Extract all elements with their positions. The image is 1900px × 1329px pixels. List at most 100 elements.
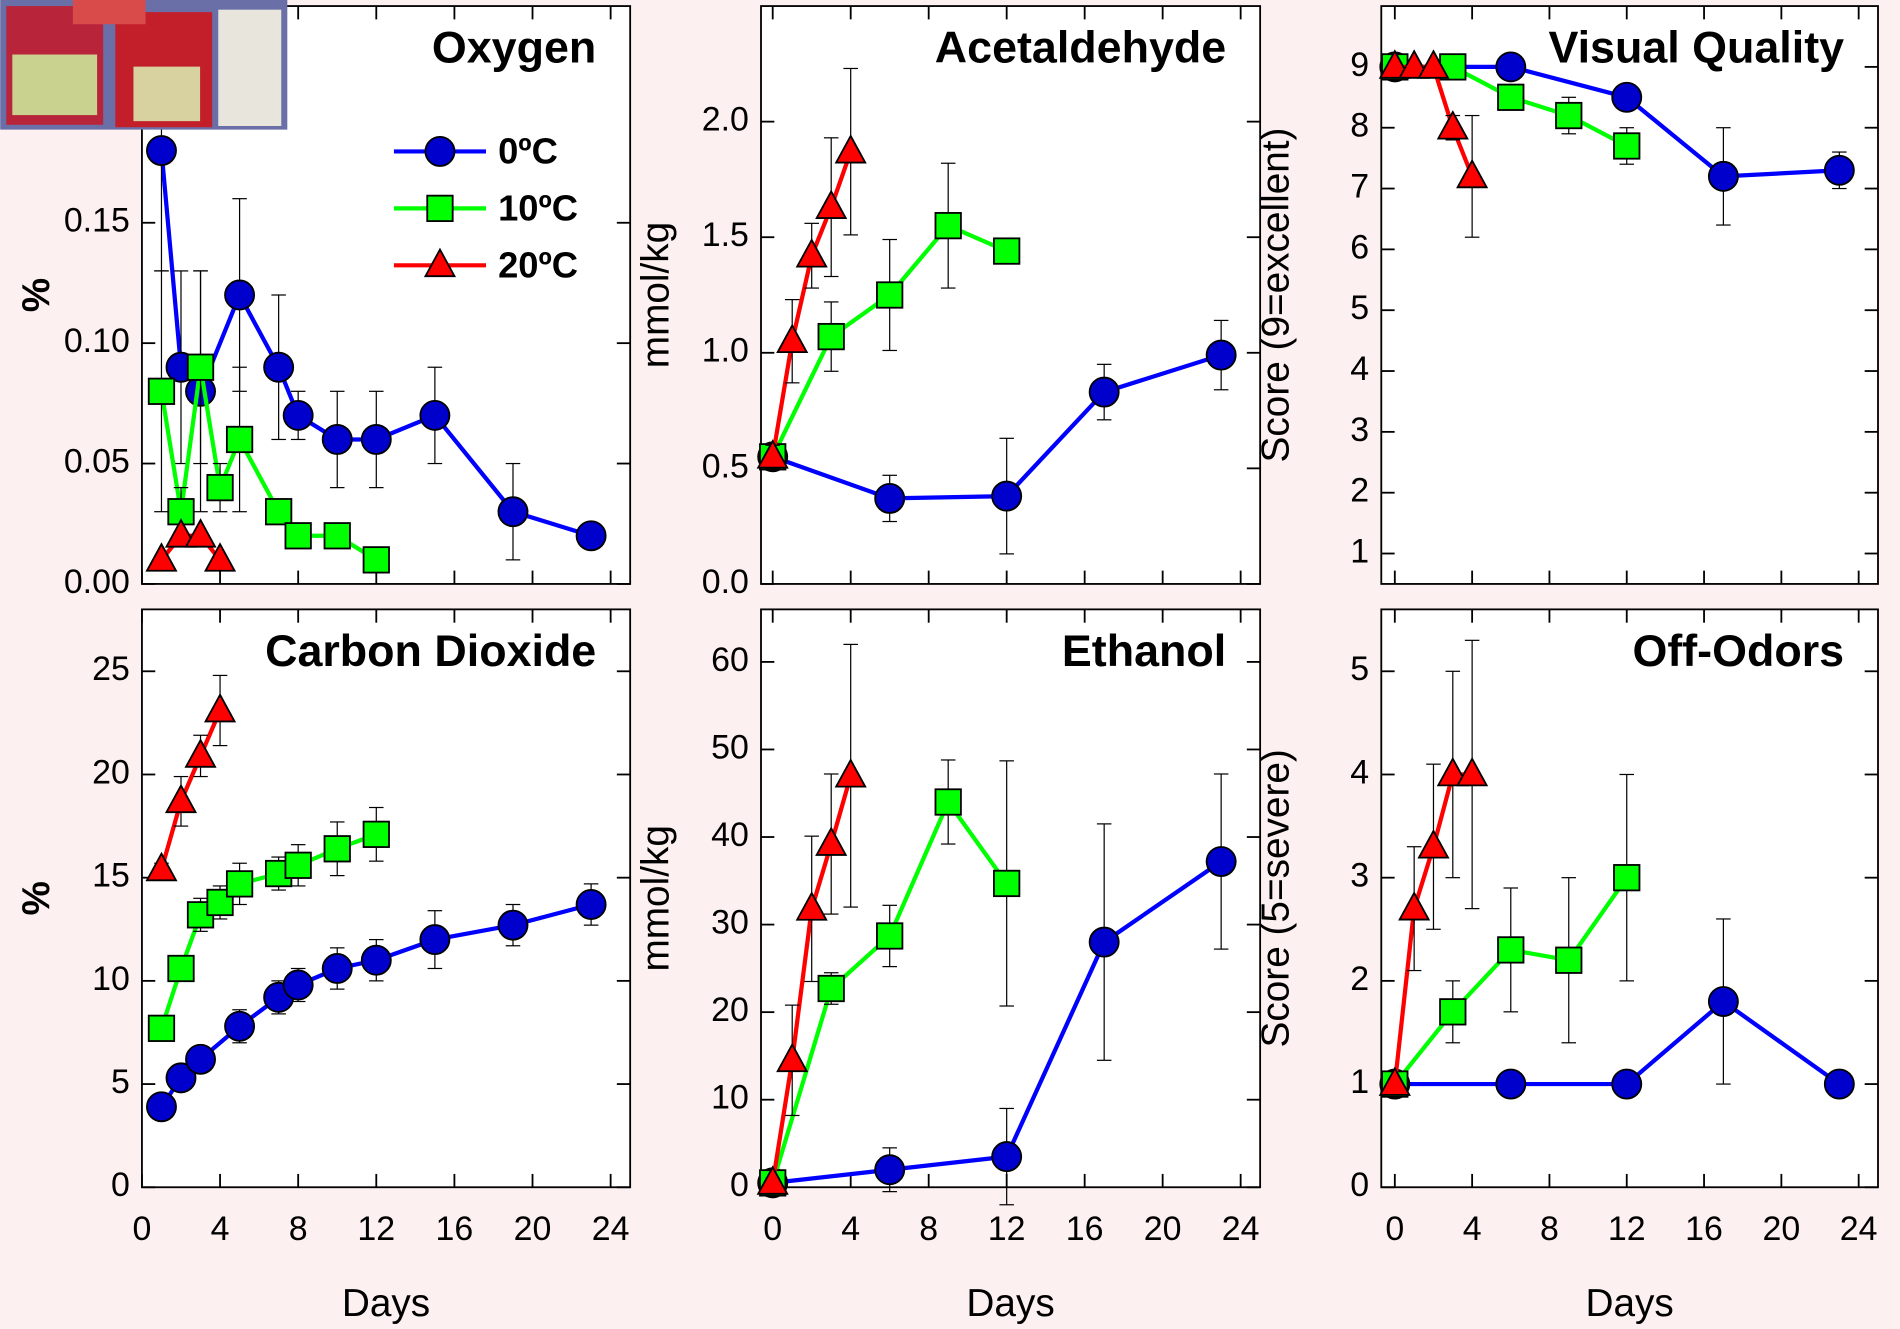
x-axis-label: Days — [342, 1282, 430, 1325]
x-tick-label: 0 — [763, 1210, 782, 1248]
marker-triangle — [184, 738, 217, 768]
panel-title: Off-Odors — [1632, 626, 1844, 676]
marker-square — [993, 237, 1021, 265]
x-tick-label: 8 — [919, 1210, 938, 1248]
y-tick-label: 1.0 — [702, 332, 749, 370]
marker-circle — [1205, 846, 1237, 877]
marker-triangle — [1436, 756, 1469, 787]
photo-bag — [72, 0, 146, 25]
y-tick-label: 5 — [1350, 289, 1369, 327]
marker-triangle — [423, 247, 457, 278]
marker-circle — [1495, 51, 1527, 83]
panel-title: Oxygen — [432, 23, 596, 73]
plot-area — [760, 608, 1262, 1189]
marker-triangle — [756, 1165, 789, 1195]
x-tick-label: 12 — [357, 1210, 395, 1248]
marker-circle — [419, 924, 451, 956]
marker-circle — [1205, 339, 1237, 371]
marker-square — [934, 212, 962, 240]
y-tick-label: 0.5 — [702, 447, 749, 485]
panel-title: Ethanol — [1062, 626, 1226, 676]
marker-circle — [874, 482, 906, 514]
product-photo — [0, 0, 288, 130]
y-tick-label: 40 — [711, 816, 749, 854]
marker-circle — [185, 1043, 216, 1075]
marker-circle — [1707, 160, 1739, 192]
marker-triangle — [815, 189, 848, 219]
y-tick-label: 25 — [92, 650, 130, 688]
y-tick-label: 0.00 — [64, 563, 130, 601]
marker-square — [1555, 101, 1583, 130]
marker-square — [817, 974, 845, 1003]
marker-circle — [1823, 154, 1855, 186]
panel-title: Visual Quality — [1549, 23, 1845, 73]
marker-triangle — [164, 518, 198, 548]
marker-triangle — [756, 439, 789, 469]
marker-square — [934, 788, 962, 816]
y-tick-label: 0 — [1350, 1166, 1369, 1204]
x-tick-label: 0 — [1385, 1210, 1404, 1248]
marker-triangle — [834, 758, 867, 788]
marker-circle — [991, 480, 1023, 512]
marker-circle — [321, 953, 353, 984]
marker-triangle — [776, 323, 809, 354]
marker-triangle — [1456, 756, 1489, 787]
y-tick-label: 10 — [92, 960, 130, 998]
marker-square — [426, 194, 454, 223]
y-tick-label: 7 — [1350, 167, 1369, 205]
y-tick-label: 8 — [1350, 107, 1369, 145]
y-axis-label: mmol/kg — [634, 222, 677, 368]
marker-triangle — [1436, 110, 1469, 140]
marker-square — [167, 954, 195, 983]
y-tick-label: 50 — [711, 728, 749, 766]
marker-circle — [575, 889, 607, 920]
photo-bag — [218, 9, 282, 126]
y-tick-label: 20 — [711, 991, 749, 1029]
marker-circle — [263, 351, 295, 383]
marker-square — [362, 820, 390, 848]
marker-circle — [360, 944, 392, 976]
marker-circle — [1707, 986, 1739, 1017]
y-tick-label: 10 — [711, 1079, 749, 1117]
marker-circle — [424, 135, 456, 167]
marker-square — [147, 377, 176, 405]
x-tick-label: 20 — [1763, 1210, 1801, 1248]
x-tick-label: 4 — [211, 1210, 230, 1248]
marker-circle — [497, 909, 529, 941]
marker-square — [1439, 998, 1467, 1026]
marker-circle — [282, 399, 314, 431]
marker-circle — [146, 1091, 177, 1123]
marker-circle — [575, 520, 607, 552]
marker-square — [1497, 936, 1525, 964]
marker-circle — [282, 969, 314, 1001]
y-tick-label: 0.05 — [64, 442, 130, 480]
marker-square — [1613, 132, 1641, 160]
marker-circle — [146, 135, 177, 166]
y-tick-label: 30 — [711, 904, 749, 942]
x-tick-label: 8 — [1540, 1210, 1559, 1248]
y-tick-label: 60 — [711, 641, 749, 679]
y-tick-label: 0.0 — [702, 563, 749, 601]
series-line — [159, 709, 223, 871]
marker-triangle — [1417, 49, 1450, 79]
marker-triangle — [203, 692, 237, 723]
marker-square — [147, 1014, 176, 1042]
x-tick-label: 4 — [841, 1210, 860, 1248]
marker-triangle — [795, 891, 828, 921]
x-axis-label: Days — [1585, 1282, 1673, 1325]
marker-square — [206, 473, 234, 502]
marker-square — [1555, 946, 1583, 974]
marker-square — [1497, 83, 1525, 111]
marker-triangle — [1378, 1066, 1411, 1096]
x-tick-label: 0 — [133, 1210, 152, 1248]
y-tick-label: 5 — [1350, 650, 1369, 688]
marker-square — [362, 546, 390, 574]
marker-square — [993, 869, 1021, 898]
series-line — [159, 533, 222, 562]
marker-triangle — [1417, 829, 1450, 859]
y-tick-label: 2 — [1350, 960, 1369, 998]
y-tick-label: 1.5 — [702, 216, 749, 254]
y-tick-label: 1 — [1350, 1063, 1369, 1101]
y-tick-label: 0.10 — [64, 322, 130, 360]
